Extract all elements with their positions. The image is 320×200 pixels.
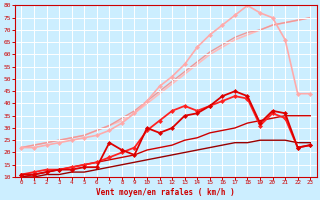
X-axis label: Vent moyen/en rafales ( km/h ): Vent moyen/en rafales ( km/h ) xyxy=(96,188,235,197)
